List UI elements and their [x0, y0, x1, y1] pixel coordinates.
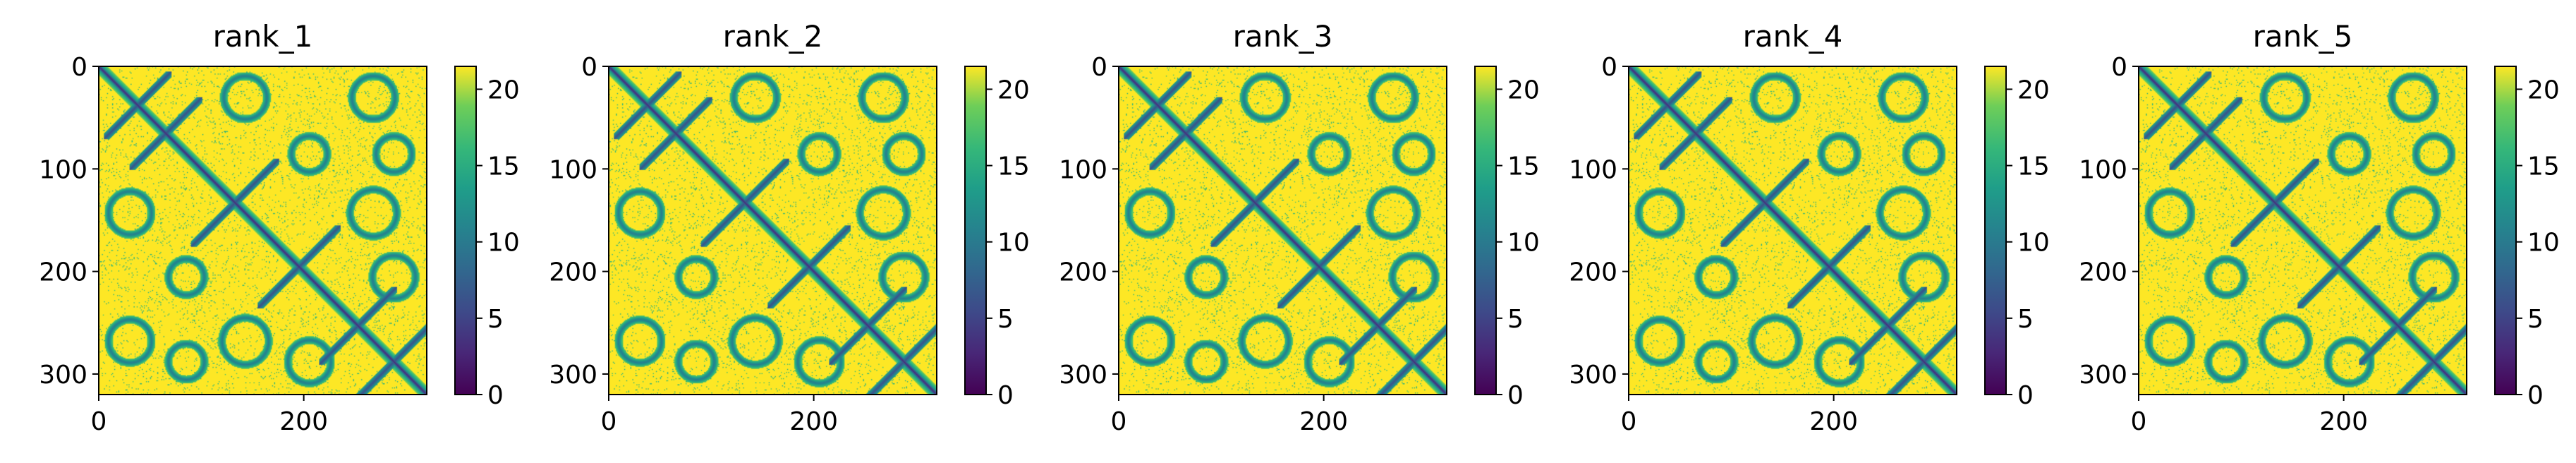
axes-frame — [98, 66, 427, 395]
panel-title: rank_4 — [1743, 19, 1843, 54]
y-tick-label: 200 — [1059, 258, 1107, 287]
x-tick-label: 200 — [789, 407, 838, 436]
x-tick-label: 0 — [91, 407, 107, 436]
colorbar-tick-label: 0 — [1507, 381, 1524, 410]
x-tick-label: 200 — [279, 407, 328, 436]
y-tick-label: 300 — [1059, 361, 1107, 390]
colorbar-tick-label: 20 — [2527, 76, 2560, 104]
colorbar-tick-label: 15 — [2017, 152, 2050, 181]
colorbar — [964, 66, 987, 395]
colorbar-tick-label: 5 — [997, 305, 1014, 334]
y-tick-label: 0 — [1601, 53, 1617, 82]
colorbar-tick-label: 0 — [2527, 381, 2544, 410]
colorbar-tick-label: 10 — [2527, 229, 2560, 258]
axes-frame — [2138, 66, 2467, 395]
x-tick-label: 0 — [601, 407, 617, 436]
colorbar-tick-label: 5 — [2017, 305, 2034, 334]
colorbar-tick-label: 15 — [997, 152, 1030, 181]
colorbar-tick-label: 10 — [1507, 229, 1540, 258]
y-tick-label: 200 — [1569, 258, 1617, 287]
x-tick-label: 200 — [2319, 407, 2368, 436]
y-tick-label: 300 — [39, 361, 87, 390]
colorbar — [454, 66, 477, 395]
x-tick-label: 0 — [1621, 407, 1637, 436]
colorbar-tick-label: 10 — [997, 229, 1030, 258]
x-tick-label: 0 — [2131, 407, 2147, 436]
y-tick-label: 100 — [1059, 155, 1107, 184]
y-tick-label: 300 — [549, 361, 597, 390]
y-tick-label: 0 — [2111, 53, 2127, 82]
colorbar-tick-label: 10 — [487, 229, 520, 258]
heatmap-image — [1629, 66, 1957, 395]
heatmap-image — [609, 66, 937, 395]
panel-title: rank_3 — [1233, 19, 1333, 54]
y-tick-label: 100 — [549, 155, 597, 184]
colorbar-tick-label: 20 — [1507, 76, 1540, 104]
x-tick-label: 200 — [1299, 407, 1348, 436]
colorbar-tick-label: 5 — [2527, 305, 2544, 334]
y-tick-label: 200 — [2079, 258, 2127, 287]
colorbar-tick-label: 20 — [487, 76, 520, 104]
panel-title: rank_5 — [2253, 19, 2353, 54]
colorbar-tick-label: 15 — [487, 152, 520, 181]
colorbar-tick-label: 0 — [2017, 381, 2034, 410]
panel-title: rank_1 — [213, 19, 313, 54]
y-tick-label: 300 — [2079, 361, 2127, 390]
colorbar — [1474, 66, 1497, 395]
colorbar-tick-label: 5 — [1507, 305, 1524, 334]
heatmap-image — [99, 66, 427, 395]
colorbar-tick-label: 10 — [2017, 229, 2050, 258]
y-tick-label: 100 — [2079, 155, 2127, 184]
y-tick-label: 100 — [39, 155, 87, 184]
y-tick-label: 0 — [1091, 53, 1107, 82]
y-tick-label: 0 — [581, 53, 597, 82]
axes-frame — [608, 66, 937, 395]
axes-frame — [1628, 66, 1957, 395]
y-tick-label: 0 — [71, 53, 87, 82]
y-tick-label: 200 — [39, 258, 87, 287]
colorbar-tick-label: 0 — [487, 381, 504, 410]
heatmap-image — [1119, 66, 1447, 395]
colorbar — [1984, 66, 2007, 395]
axes-frame — [1118, 66, 1447, 395]
colorbar-tick-label: 15 — [1507, 152, 1540, 181]
colorbar-tick-label: 20 — [2017, 76, 2050, 104]
y-tick-label: 100 — [1569, 155, 1617, 184]
x-tick-label: 200 — [1809, 407, 1858, 436]
colorbar-tick-label: 5 — [487, 305, 504, 334]
panel-title: rank_2 — [723, 19, 823, 54]
heatmap-image — [2139, 66, 2467, 395]
colorbar — [2494, 66, 2517, 395]
x-tick-label: 0 — [1111, 407, 1127, 436]
colorbar-tick-label: 0 — [997, 381, 1014, 410]
colorbar-tick-label: 15 — [2527, 152, 2560, 181]
y-tick-label: 300 — [1569, 361, 1617, 390]
y-tick-label: 200 — [549, 258, 597, 287]
colorbar-tick-label: 20 — [997, 76, 1030, 104]
